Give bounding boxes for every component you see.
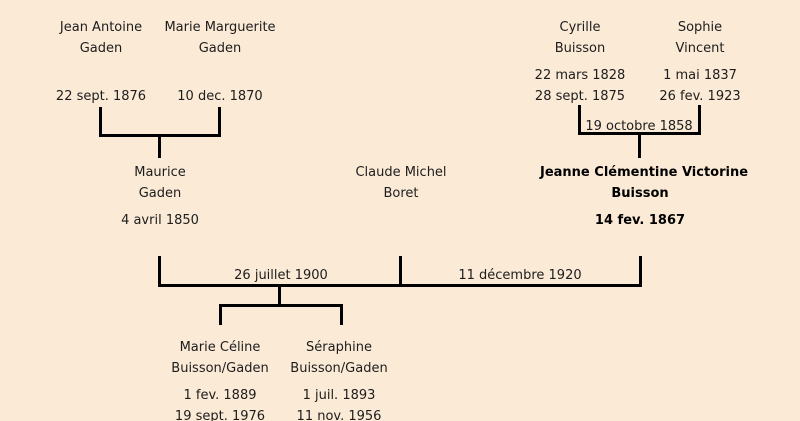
person-name-line1: Marie Céline xyxy=(179,340,261,355)
death-date: 28 sept. 1875 xyxy=(534,89,626,104)
marriage-date-buisson-vincent[interactable]: 19 octobre 1858 xyxy=(585,119,693,134)
connector-child2-stub xyxy=(340,304,343,325)
connector-buisson-left xyxy=(578,105,581,135)
person-name-line2: Boret xyxy=(383,186,419,201)
death-date: 19 sept. 1976 xyxy=(174,409,266,421)
person-name-line2: Buisson/Gaden xyxy=(290,361,388,376)
person-dates-maurice-gaden: 4 avril 1850 xyxy=(80,210,240,231)
connector-children-drop xyxy=(278,284,281,307)
birth-date: 1 juil. 1893 xyxy=(302,388,376,403)
person-dates-jeanne-buisson: 14 fev. 1867 xyxy=(540,210,740,231)
connector-buisson-descent xyxy=(638,132,641,158)
marriage-date-boret-buisson[interactable]: 11 décembre 1920 xyxy=(458,268,582,283)
person-marie-marguerite-gaden[interactable]: Marie Marguerite Gaden xyxy=(140,17,300,59)
person-maurice-gaden[interactable]: Maurice Gaden xyxy=(80,162,240,204)
death-date: 26 fev. 1923 xyxy=(659,89,741,104)
person-name-line1: Jeanne Clémentine Victorine xyxy=(540,165,749,180)
connector-child1-stub xyxy=(219,304,222,325)
person-name-line1: Marie Marguerite xyxy=(164,20,276,35)
connector-stub-claude xyxy=(399,256,402,284)
person-marie-celine-buisson-gaden[interactable]: Marie Céline Buisson/Gaden xyxy=(140,337,300,379)
person-name-line2: Gaden xyxy=(198,41,242,56)
birth-date: 1 mai 1837 xyxy=(663,68,737,83)
person-claude-michel-boret[interactable]: Claude Michel Boret xyxy=(321,162,481,204)
person-name-line2: Gaden xyxy=(138,186,182,201)
person-name-line1: Sophie xyxy=(677,20,723,35)
person-name-line1: Jean Antoine xyxy=(59,20,143,35)
person-cyrille-buisson[interactable]: Cyrille Buisson xyxy=(500,17,660,59)
birth-date: 1 fev. 1889 xyxy=(183,388,257,403)
person-name-line1: Maurice xyxy=(134,165,186,180)
person-dates-marie-marguerite-gaden: 10 dec. 1870 xyxy=(140,86,300,107)
person-dates-cyrille-buisson: 22 mars 1828 28 sept. 1875 xyxy=(500,65,660,107)
birth-date: 14 fev. 1867 xyxy=(594,213,686,228)
connector-gaden-left xyxy=(99,107,102,137)
birth-date: 4 avril 1850 xyxy=(121,213,199,228)
person-dates-marie-celine: 1 fev. 1889 19 sept. 1976 xyxy=(140,385,300,421)
connector-children-bar xyxy=(219,304,343,307)
person-dates-jean-antoine-gaden: 22 sept. 1876 xyxy=(21,86,181,107)
connector-stub-maurice xyxy=(158,256,161,284)
person-seraphine-buisson-gaden[interactable]: Séraphine Buisson/Gaden xyxy=(259,337,419,379)
death-date: 22 sept. 1876 xyxy=(55,89,147,104)
person-name-line2: Buisson xyxy=(611,186,669,201)
connector-buisson-right xyxy=(698,105,701,135)
marriage-date-gaden-buisson[interactable]: 26 juillet 1900 xyxy=(234,268,328,283)
person-name-line1: Claude Michel xyxy=(355,165,447,180)
person-dates-sophie-vincent: 1 mai 1837 26 fev. 1923 xyxy=(620,65,780,107)
person-name-line2: Vincent xyxy=(675,41,725,56)
person-name-line1: Cyrille xyxy=(559,20,601,35)
person-jean-antoine-gaden[interactable]: Jean Antoine Gaden xyxy=(21,17,181,59)
person-name-line2: Buisson xyxy=(554,41,606,56)
person-dates-seraphine: 1 juil. 1893 11 nov. 1956 xyxy=(259,385,419,421)
connector-gaden-descent xyxy=(158,134,161,158)
person-name-line2: Buisson/Gaden xyxy=(171,361,269,376)
connector-gaden-right xyxy=(218,107,221,137)
person-jeanne-buisson-highlighted[interactable]: Jeanne Clémentine Victorine Buisson xyxy=(540,162,749,204)
death-date: 10 dec. 1870 xyxy=(177,89,263,104)
person-name-line1: Séraphine xyxy=(306,340,372,355)
death-date: 11 nov. 1956 xyxy=(296,409,382,421)
connector-stub-jeanne xyxy=(639,256,642,284)
birth-date: 22 mars 1828 xyxy=(534,68,626,83)
person-sophie-vincent[interactable]: Sophie Vincent xyxy=(620,17,780,59)
person-name-line2: Gaden xyxy=(79,41,123,56)
connector-marriage-rail xyxy=(158,284,642,287)
